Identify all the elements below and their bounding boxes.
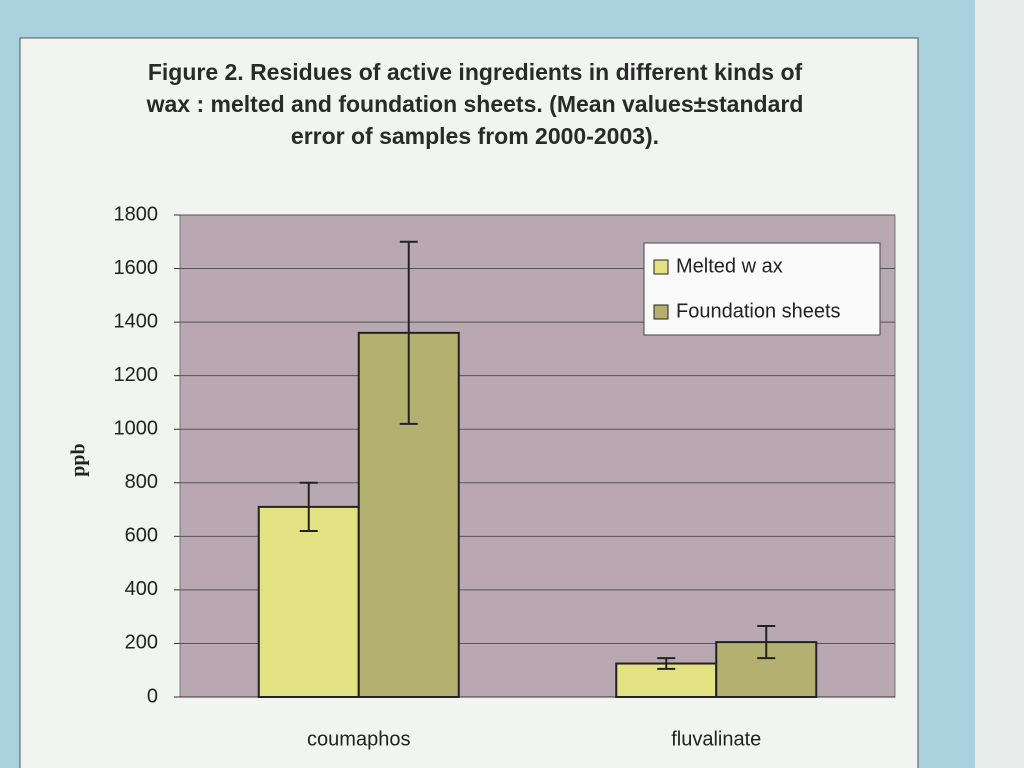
- legend-label: Foundation sheets: [676, 300, 841, 322]
- error-bar: [299, 481, 318, 532]
- y-tick-label: 600: [125, 525, 158, 547]
- error-bar: [657, 657, 676, 670]
- y-tick-label: 1800: [114, 203, 159, 225]
- legend-swatch: [653, 304, 669, 320]
- y-tick-label: 1400: [114, 310, 159, 332]
- legend-box: [643, 242, 881, 336]
- wall: [975, 0, 1024, 768]
- bar: [257, 505, 360, 698]
- y-tick-label: 800: [125, 471, 158, 493]
- y-tick-label: 1600: [114, 257, 159, 279]
- x-tick-label: fluvalinate: [671, 728, 761, 750]
- x-tick-label: coumaphos: [307, 728, 410, 750]
- bar: [715, 641, 818, 698]
- y-tick-label: 400: [125, 578, 158, 600]
- y-tick-label: 1000: [114, 418, 159, 440]
- legend-label: Melted w ax: [676, 255, 783, 277]
- y-tick-label: 200: [125, 632, 158, 654]
- y-tick-label: 0: [147, 685, 158, 707]
- error-bar: [757, 625, 776, 660]
- y-axis-label: ppb: [68, 443, 90, 476]
- error-bar: [399, 240, 418, 425]
- y-tick-label: 1200: [114, 364, 159, 386]
- legend-swatch: [653, 259, 669, 275]
- chart-title: Figure 2. Residues of active ingredients…: [146, 59, 804, 149]
